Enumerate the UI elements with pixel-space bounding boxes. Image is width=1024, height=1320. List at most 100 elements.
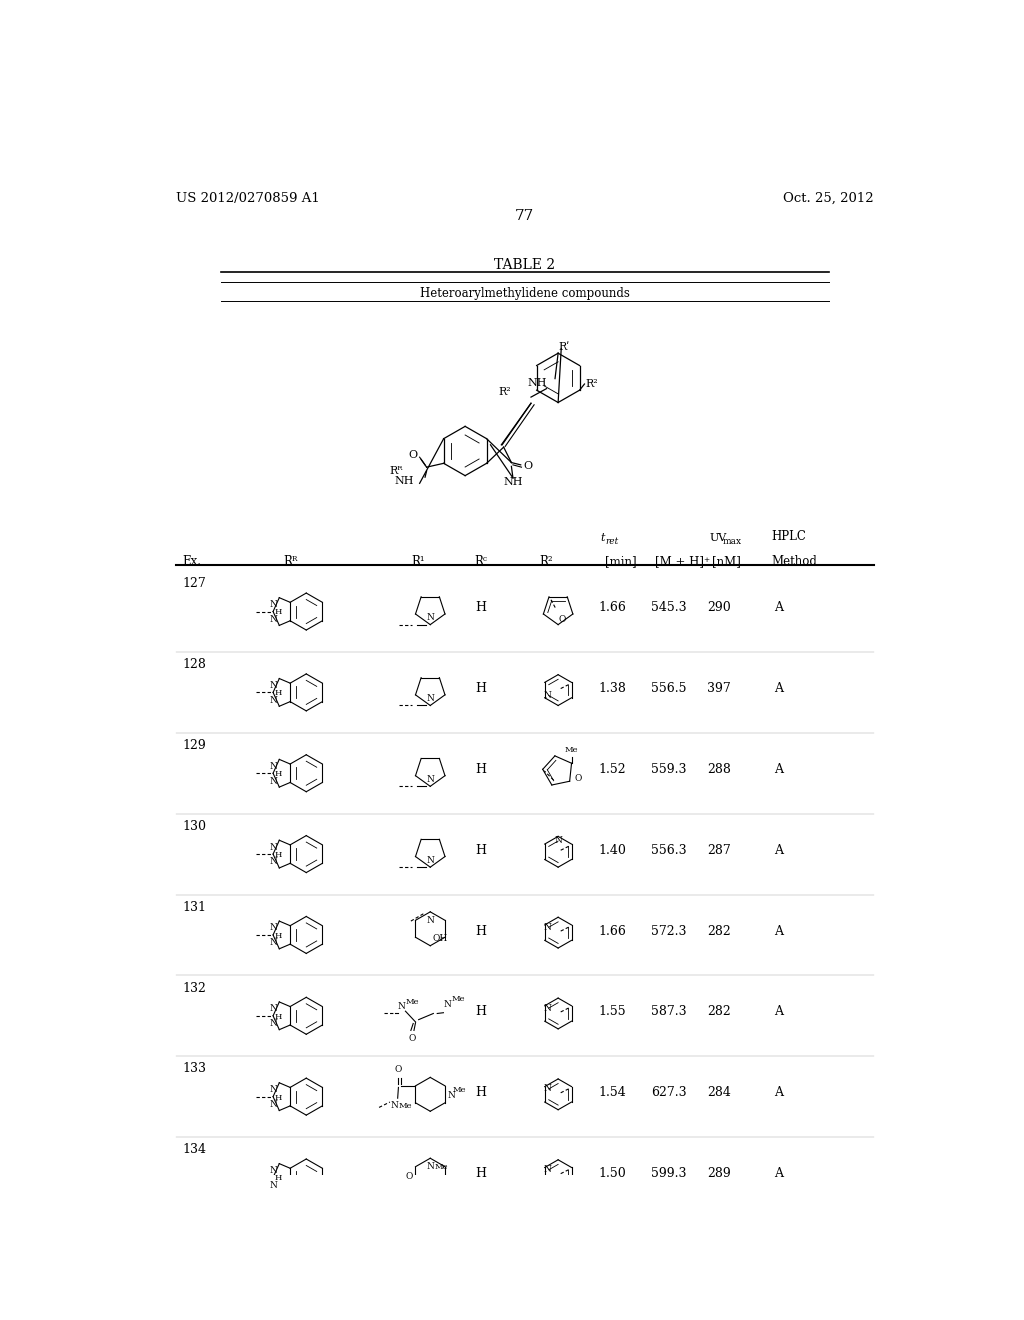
Text: A: A [774,1006,783,1019]
Text: N: N [270,939,278,948]
Text: H: H [475,843,486,857]
Text: H: H [274,932,283,940]
Text: N: N [270,842,278,851]
Text: Rᶜ: Rᶜ [474,554,487,568]
Text: Me: Me [434,1163,447,1171]
Text: N: N [270,696,278,705]
Text: 587.3: 587.3 [651,1006,687,1019]
Text: 1.50: 1.50 [598,1167,627,1180]
Text: Rᴿ: Rᴿ [284,554,298,568]
Text: H: H [274,1012,283,1020]
Text: 132: 132 [182,982,206,994]
Text: 556.3: 556.3 [651,843,687,857]
Text: 556.5: 556.5 [651,682,687,696]
Text: US 2012/0270859 A1: US 2012/0270859 A1 [176,191,319,205]
Text: N: N [543,1166,551,1175]
Text: Oct. 25, 2012: Oct. 25, 2012 [783,191,873,205]
Text: t: t [601,533,605,544]
Text: N: N [270,858,278,866]
Text: N: N [270,1019,278,1028]
Text: N: N [554,836,562,845]
Text: N: N [426,775,434,784]
Text: 1.38: 1.38 [598,682,627,696]
Text: 129: 129 [182,739,206,752]
Text: N: N [270,1005,278,1014]
Text: Me: Me [406,998,419,1006]
Text: R²: R² [499,387,512,397]
Text: 1.66: 1.66 [598,924,627,937]
Text: N: N [270,776,278,785]
Text: UV: UV [710,533,727,544]
Text: 128: 128 [182,659,206,671]
Text: ret: ret [605,537,618,545]
Text: N: N [426,916,434,925]
Text: A: A [774,1086,783,1100]
Text: H: H [475,924,486,937]
Text: A: A [774,924,783,937]
Text: A: A [774,682,783,696]
Text: Me: Me [453,1086,466,1094]
Text: N: N [270,615,278,624]
Text: 134: 134 [182,1143,206,1156]
Text: N: N [270,924,278,932]
Text: A: A [774,601,783,614]
Text: N: N [543,1003,551,1012]
Text: N: N [543,923,551,932]
Text: 1.52: 1.52 [599,763,627,776]
Text: H: H [274,1175,283,1183]
Text: 290: 290 [708,601,731,614]
Text: 127: 127 [182,577,206,590]
Text: OH: OH [432,933,447,942]
Text: [M + H]⁺: [M + H]⁺ [655,554,710,568]
Text: 627.3: 627.3 [651,1086,687,1100]
Text: H: H [274,1093,283,1102]
Text: Me: Me [452,995,465,1003]
Text: R²: R² [540,554,553,568]
Text: H: H [475,682,486,696]
Text: 284: 284 [708,1086,731,1100]
Text: N: N [443,999,452,1008]
Text: [nM]: [nM] [712,554,740,568]
Text: N: N [426,855,434,865]
Text: N: N [270,681,278,690]
Text: max: max [722,537,741,545]
Text: H: H [274,770,283,779]
Text: O: O [574,774,582,783]
Text: TABLE 2: TABLE 2 [495,257,555,272]
Text: 282: 282 [708,924,731,937]
Text: Rᴿ: Rᴿ [390,466,403,477]
Text: Method: Method [771,554,817,568]
Text: 572.3: 572.3 [651,924,687,937]
Text: 289: 289 [708,1167,731,1180]
Text: H: H [475,1006,486,1019]
Text: H: H [274,689,283,697]
Text: Heteroarylmethylidene compounds: Heteroarylmethylidene compounds [420,286,630,300]
Text: Rʹ: Rʹ [558,342,569,352]
Text: 1.66: 1.66 [598,601,627,614]
Text: 287: 287 [708,843,731,857]
Text: O: O [406,1172,413,1181]
Text: 599.3: 599.3 [651,1167,687,1180]
Text: 130: 130 [182,820,206,833]
Text: N: N [426,694,434,704]
Text: H: H [475,601,486,614]
Text: Me: Me [398,1102,412,1110]
Text: N: N [426,614,434,622]
Text: N: N [270,1166,278,1175]
Text: [min]: [min] [604,554,636,568]
Text: N: N [270,1085,278,1094]
Text: 559.3: 559.3 [651,763,687,776]
Text: O: O [524,462,532,471]
Text: A: A [774,763,783,776]
Text: R²: R² [586,379,598,389]
Text: 1.54: 1.54 [598,1086,627,1100]
Text: H: H [475,1167,486,1180]
Text: H: H [274,851,283,859]
Text: A: A [774,1167,783,1180]
Text: A: A [774,843,783,857]
Text: N: N [543,690,551,700]
Text: N: N [270,1181,278,1189]
Text: 1.55: 1.55 [599,1006,627,1019]
Text: NH: NH [394,477,414,486]
Text: N: N [270,1100,278,1109]
